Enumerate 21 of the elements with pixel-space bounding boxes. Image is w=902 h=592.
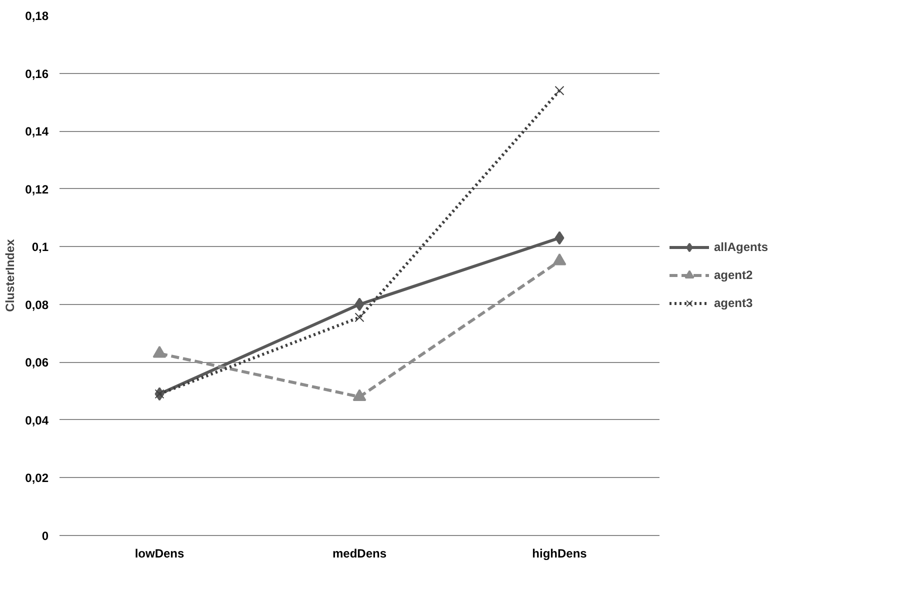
y-tick-label: 0,08 xyxy=(25,298,49,312)
x-tick-label: lowDens xyxy=(134,546,184,560)
point xyxy=(554,231,564,245)
y-tick-label: 0,02 xyxy=(25,471,49,486)
x-tick-label: highDens xyxy=(532,546,588,560)
y-tick-label: 0,04 xyxy=(25,413,49,428)
y-axis-title: ClusterIndex xyxy=(3,238,18,312)
y-tick-label: 0,1 xyxy=(32,240,49,254)
point xyxy=(554,86,564,96)
y-tick-label: 0,14 xyxy=(25,124,49,139)
y-tick-label: 0 xyxy=(42,529,49,543)
y-tick-label: 0,06 xyxy=(25,356,49,370)
point xyxy=(354,312,364,322)
y-tick-label: 0,12 xyxy=(25,182,49,196)
x-tick-label: medDens xyxy=(332,546,387,560)
y-tick-label: 0,16 xyxy=(25,66,49,81)
legend-label: allAgents xyxy=(714,240,768,254)
y-tick-label: 0,18 xyxy=(25,9,49,23)
legend-label: agent3 xyxy=(714,296,753,310)
point xyxy=(354,298,364,312)
legend-label: agent2 xyxy=(714,268,753,282)
